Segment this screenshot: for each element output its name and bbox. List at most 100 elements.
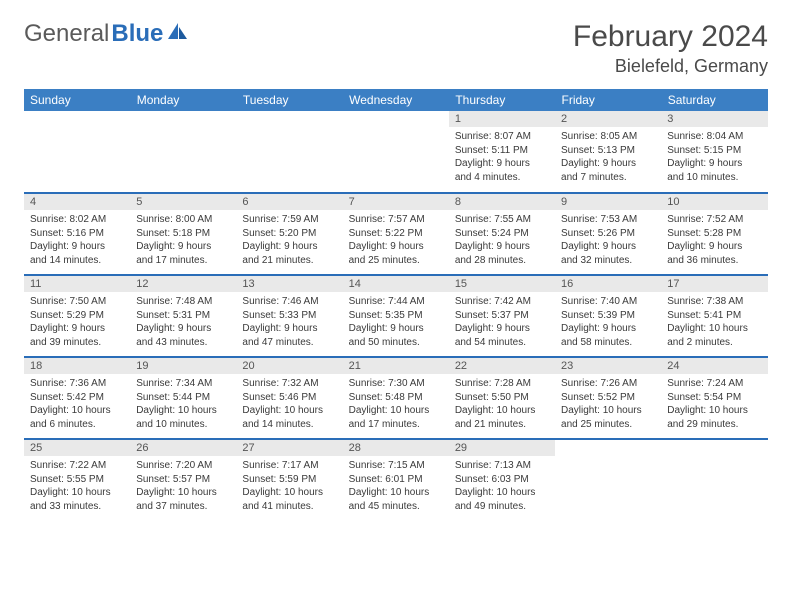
- day-number: [130, 111, 236, 115]
- calendar-cell: 27Sunrise: 7:17 AMSunset: 5:59 PMDayligh…: [236, 439, 342, 521]
- sunrise-line: Sunrise: 7:57 AM: [349, 213, 443, 227]
- sunrise-line: Sunrise: 7:48 AM: [136, 295, 230, 309]
- daylight-line: Daylight: 9 hours and 58 minutes.: [561, 322, 655, 349]
- daylight-line: Daylight: 9 hours and 21 minutes.: [242, 240, 336, 267]
- sunrise-line: Sunrise: 7:55 AM: [455, 213, 549, 227]
- sunset-line: Sunset: 5:52 PM: [561, 391, 655, 405]
- sunset-line: Sunset: 5:13 PM: [561, 144, 655, 158]
- sunset-line: Sunset: 5:39 PM: [561, 309, 655, 323]
- day-number: 27: [236, 440, 342, 456]
- daylight-line: Daylight: 9 hours and 50 minutes.: [349, 322, 443, 349]
- sunrise-line: Sunrise: 7:15 AM: [349, 459, 443, 473]
- day-details: Sunrise: 7:44 AMSunset: 5:35 PMDaylight:…: [343, 292, 449, 355]
- sunset-line: Sunset: 5:42 PM: [30, 391, 124, 405]
- sunrise-line: Sunrise: 7:34 AM: [136, 377, 230, 391]
- day-details: Sunrise: 7:42 AMSunset: 5:37 PMDaylight:…: [449, 292, 555, 355]
- day-details: Sunrise: 8:00 AMSunset: 5:18 PMDaylight:…: [130, 210, 236, 273]
- calendar-cell: 10Sunrise: 7:52 AMSunset: 5:28 PMDayligh…: [661, 193, 767, 275]
- day-number: 13: [236, 276, 342, 292]
- calendar-cell: 28Sunrise: 7:15 AMSunset: 6:01 PMDayligh…: [343, 439, 449, 521]
- sunset-line: Sunset: 5:31 PM: [136, 309, 230, 323]
- daylight-line: Daylight: 9 hours and 32 minutes.: [561, 240, 655, 267]
- brand-part2: Blue: [111, 20, 163, 48]
- day-number: 6: [236, 194, 342, 210]
- day-number: 8: [449, 194, 555, 210]
- day-number: 9: [555, 194, 661, 210]
- day-details: Sunrise: 7:13 AMSunset: 6:03 PMDaylight:…: [449, 456, 555, 519]
- location-label: Bielefeld, Germany: [573, 56, 768, 77]
- calendar-cell: 5Sunrise: 8:00 AMSunset: 5:18 PMDaylight…: [130, 193, 236, 275]
- weekday-header: Sunday: [24, 89, 130, 111]
- daylight-line: Daylight: 10 hours and 14 minutes.: [242, 404, 336, 431]
- day-details: Sunrise: 7:53 AMSunset: 5:26 PMDaylight:…: [555, 210, 661, 273]
- sunrise-line: Sunrise: 7:30 AM: [349, 377, 443, 391]
- calendar-cell: 19Sunrise: 7:34 AMSunset: 5:44 PMDayligh…: [130, 357, 236, 439]
- sunrise-line: Sunrise: 7:52 AM: [667, 213, 761, 227]
- sunset-line: Sunset: 5:54 PM: [667, 391, 761, 405]
- sunrise-line: Sunrise: 7:46 AM: [242, 295, 336, 309]
- day-number: 15: [449, 276, 555, 292]
- calendar-cell: [555, 439, 661, 521]
- daylight-line: Daylight: 9 hours and 7 minutes.: [561, 157, 655, 184]
- daylight-line: Daylight: 9 hours and 10 minutes.: [667, 157, 761, 184]
- sunset-line: Sunset: 5:11 PM: [455, 144, 549, 158]
- daylight-line: Daylight: 9 hours and 43 minutes.: [136, 322, 230, 349]
- day-details: Sunrise: 8:07 AMSunset: 5:11 PMDaylight:…: [449, 127, 555, 190]
- day-number: 11: [24, 276, 130, 292]
- weekday-header: Saturday: [661, 89, 767, 111]
- sunset-line: Sunset: 5:59 PM: [242, 473, 336, 487]
- day-number: 17: [661, 276, 767, 292]
- day-number: 10: [661, 194, 767, 210]
- sunset-line: Sunset: 5:20 PM: [242, 227, 336, 241]
- sunrise-line: Sunrise: 7:22 AM: [30, 459, 124, 473]
- weekday-header: Tuesday: [236, 89, 342, 111]
- day-details: Sunrise: 7:55 AMSunset: 5:24 PMDaylight:…: [449, 210, 555, 273]
- day-number: 26: [130, 440, 236, 456]
- calendar-week-row: 4Sunrise: 8:02 AMSunset: 5:16 PMDaylight…: [24, 193, 768, 275]
- calendar-cell: 26Sunrise: 7:20 AMSunset: 5:57 PMDayligh…: [130, 439, 236, 521]
- day-details: Sunrise: 7:46 AMSunset: 5:33 PMDaylight:…: [236, 292, 342, 355]
- day-number: 19: [130, 358, 236, 374]
- calendar-cell: 20Sunrise: 7:32 AMSunset: 5:46 PMDayligh…: [236, 357, 342, 439]
- daylight-line: Daylight: 9 hours and 25 minutes.: [349, 240, 443, 267]
- day-details: Sunrise: 7:48 AMSunset: 5:31 PMDaylight:…: [130, 292, 236, 355]
- sunset-line: Sunset: 5:37 PM: [455, 309, 549, 323]
- daylight-line: Daylight: 9 hours and 54 minutes.: [455, 322, 549, 349]
- calendar-cell: 3Sunrise: 8:04 AMSunset: 5:15 PMDaylight…: [661, 111, 767, 193]
- day-number: 23: [555, 358, 661, 374]
- calendar-cell: 14Sunrise: 7:44 AMSunset: 5:35 PMDayligh…: [343, 275, 449, 357]
- calendar-cell: 1Sunrise: 8:07 AMSunset: 5:11 PMDaylight…: [449, 111, 555, 193]
- day-number: 18: [24, 358, 130, 374]
- day-number: 21: [343, 358, 449, 374]
- day-details: Sunrise: 7:32 AMSunset: 5:46 PMDaylight:…: [236, 374, 342, 437]
- calendar-cell: 15Sunrise: 7:42 AMSunset: 5:37 PMDayligh…: [449, 275, 555, 357]
- sunrise-line: Sunrise: 8:02 AM: [30, 213, 124, 227]
- day-number: 25: [24, 440, 130, 456]
- sunset-line: Sunset: 5:24 PM: [455, 227, 549, 241]
- weekday-header: Wednesday: [343, 89, 449, 111]
- daylight-line: Daylight: 10 hours and 29 minutes.: [667, 404, 761, 431]
- calendar-cell: 7Sunrise: 7:57 AMSunset: 5:22 PMDaylight…: [343, 193, 449, 275]
- day-number: 20: [236, 358, 342, 374]
- day-number: 16: [555, 276, 661, 292]
- sunrise-line: Sunrise: 7:20 AM: [136, 459, 230, 473]
- sunrise-line: Sunrise: 7:44 AM: [349, 295, 443, 309]
- daylight-line: Daylight: 10 hours and 41 minutes.: [242, 486, 336, 513]
- sunrise-line: Sunrise: 7:42 AM: [455, 295, 549, 309]
- calendar-cell: 17Sunrise: 7:38 AMSunset: 5:41 PMDayligh…: [661, 275, 767, 357]
- daylight-line: Daylight: 10 hours and 37 minutes.: [136, 486, 230, 513]
- sunset-line: Sunset: 5:48 PM: [349, 391, 443, 405]
- sunset-line: Sunset: 5:22 PM: [349, 227, 443, 241]
- calendar-cell: 8Sunrise: 7:55 AMSunset: 5:24 PMDaylight…: [449, 193, 555, 275]
- daylight-line: Daylight: 9 hours and 47 minutes.: [242, 322, 336, 349]
- day-details: Sunrise: 7:20 AMSunset: 5:57 PMDaylight:…: [130, 456, 236, 519]
- day-number: [343, 111, 449, 115]
- sunset-line: Sunset: 5:44 PM: [136, 391, 230, 405]
- day-number: 28: [343, 440, 449, 456]
- daylight-line: Daylight: 10 hours and 6 minutes.: [30, 404, 124, 431]
- sunrise-line: Sunrise: 7:59 AM: [242, 213, 336, 227]
- sunrise-line: Sunrise: 7:38 AM: [667, 295, 761, 309]
- sunset-line: Sunset: 5:29 PM: [30, 309, 124, 323]
- sunset-line: Sunset: 5:18 PM: [136, 227, 230, 241]
- calendar-cell: [24, 111, 130, 193]
